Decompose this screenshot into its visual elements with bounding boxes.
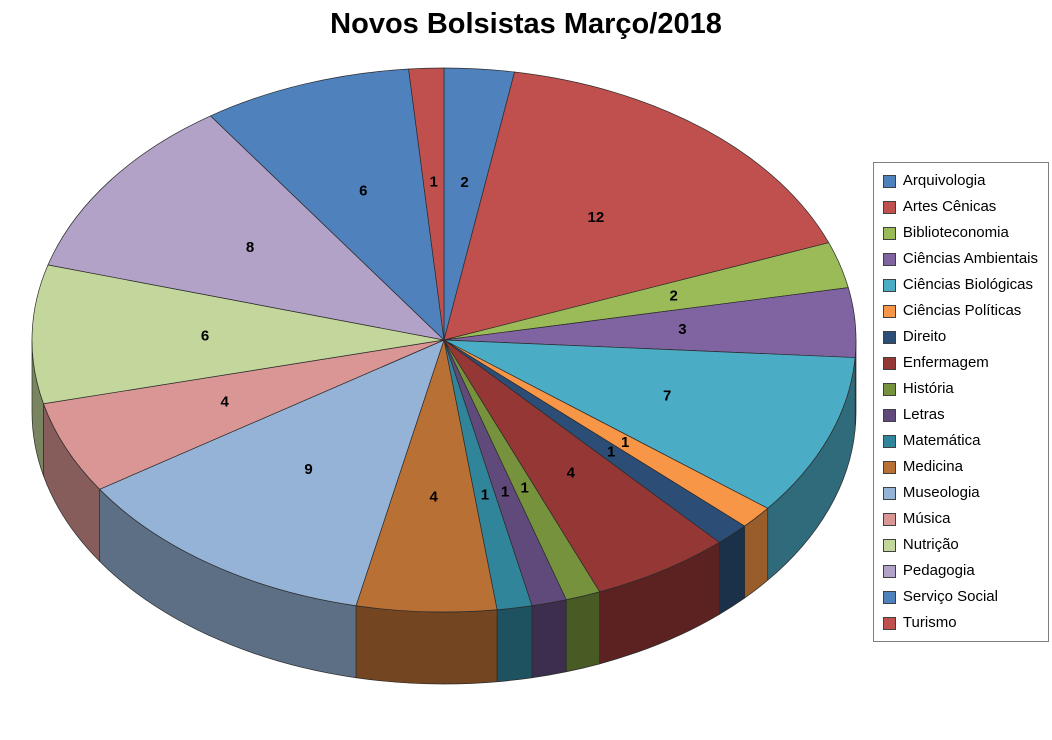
legend-swatch (882, 226, 896, 240)
legend-swatch (882, 382, 896, 396)
slice-value-label: 4 (430, 489, 439, 506)
slice-value-label: 8 (246, 239, 254, 256)
pie-slice (99, 339, 445, 607)
pie-slice (408, 67, 445, 341)
legend-item: Medicina (882, 458, 1038, 476)
pie-slice (355, 339, 498, 613)
legend-swatch (882, 174, 896, 188)
chart-legend: Arquivologia Artes Cênicas Biblioteconomia… (872, 162, 1049, 642)
slice-value-label: 9 (304, 461, 312, 478)
legend-label: Pedagogia (902, 562, 975, 579)
legend-label: Música (902, 510, 951, 527)
legend-swatch (882, 330, 896, 344)
pie-slice (43, 339, 445, 490)
legend-item: Arquivologia (882, 172, 1038, 190)
legend-item: Nutrição (882, 536, 1038, 554)
legend-label: Enfermagem (902, 354, 989, 371)
legend-item: História (882, 380, 1038, 398)
legend-item: Ciências Ambientais (882, 250, 1038, 268)
pie-slice-side (496, 605, 533, 683)
legend-label: Ciências Políticas (902, 302, 1022, 319)
slice-value-label: 1 (520, 479, 528, 496)
slice-value-label: 3 (678, 321, 686, 338)
legend-label: Arquivologia (902, 172, 986, 189)
legend-swatch (882, 408, 896, 422)
slice-value-label: 1 (430, 173, 438, 190)
legend-label: Museologia (902, 484, 980, 501)
legend-swatch (882, 252, 896, 266)
pie-slice (210, 68, 445, 341)
legend-label: Letras (902, 406, 945, 423)
pie-slice (443, 339, 720, 593)
slice-value-label: 1 (481, 486, 489, 503)
legend-item: Música (882, 510, 1038, 528)
legend-swatch (882, 460, 896, 474)
legend-swatch (882, 512, 896, 526)
slice-value-label: 1 (621, 434, 629, 451)
legend-label: Medicina (902, 458, 963, 475)
pie-slice-side (355, 605, 498, 685)
legend-label: Direito (902, 328, 947, 345)
legend-swatch (882, 356, 896, 370)
legend-item: Artes Cênicas (882, 198, 1038, 216)
pie-slice-side (565, 591, 600, 673)
legend-label: Turismo (902, 614, 957, 631)
pie-slice-side (531, 599, 567, 679)
legend-item: Biblioteconomia (882, 224, 1038, 242)
legend-item: Pedagogia (882, 562, 1038, 580)
slice-value-label: 4 (567, 465, 576, 482)
legend-item: Direito (882, 328, 1038, 346)
legend-swatch (882, 278, 896, 292)
legend-item: Letras (882, 406, 1038, 424)
legend-item: Museologia (882, 484, 1038, 502)
slice-value-label: 7 (663, 387, 671, 404)
legend-swatch (882, 564, 896, 578)
legend-swatch (882, 200, 896, 214)
slice-value-label: 2 (460, 174, 468, 191)
legend-label: Artes Cênicas (902, 198, 997, 215)
legend-item: Ciências Biológicas (882, 276, 1038, 294)
legend-swatch (882, 538, 896, 552)
slice-value-label: 1 (501, 483, 509, 500)
legend-swatch (882, 616, 896, 630)
slice-value-label: 6 (201, 328, 209, 345)
pie-slice (443, 71, 830, 341)
legend-swatch (882, 590, 896, 604)
legend-label: História (902, 380, 954, 397)
legend-item: Matemática (882, 432, 1038, 450)
legend-label: Biblioteconomia (902, 224, 1009, 241)
slice-value-label: 1 (607, 444, 615, 461)
legend-label: Ciências Ambientais (902, 250, 1038, 267)
legend-label: Serviço Social (902, 588, 998, 605)
pie-slice (47, 115, 445, 341)
legend-item: Ciências Políticas (882, 302, 1038, 320)
slice-value-label: 6 (359, 182, 367, 199)
pie-slice (31, 264, 445, 405)
legend-label: Matemática (902, 432, 981, 449)
legend-swatch (882, 486, 896, 500)
legend-item: Turismo (882, 614, 1038, 632)
slice-value-label: 2 (669, 287, 677, 304)
legend-swatch (882, 304, 896, 318)
pie-slice (443, 339, 856, 509)
legend-item: Enfermagem (882, 354, 1038, 372)
legend-item: Serviço Social (882, 588, 1038, 606)
slice-value-label: 12 (587, 209, 604, 226)
legend-label: Nutrição (902, 536, 959, 553)
legend-label: Ciências Biológicas (902, 276, 1033, 293)
slice-value-label: 4 (221, 394, 230, 411)
chart-title: Novos Bolsistas Março/2018 (330, 8, 722, 40)
legend-swatch (882, 434, 896, 448)
